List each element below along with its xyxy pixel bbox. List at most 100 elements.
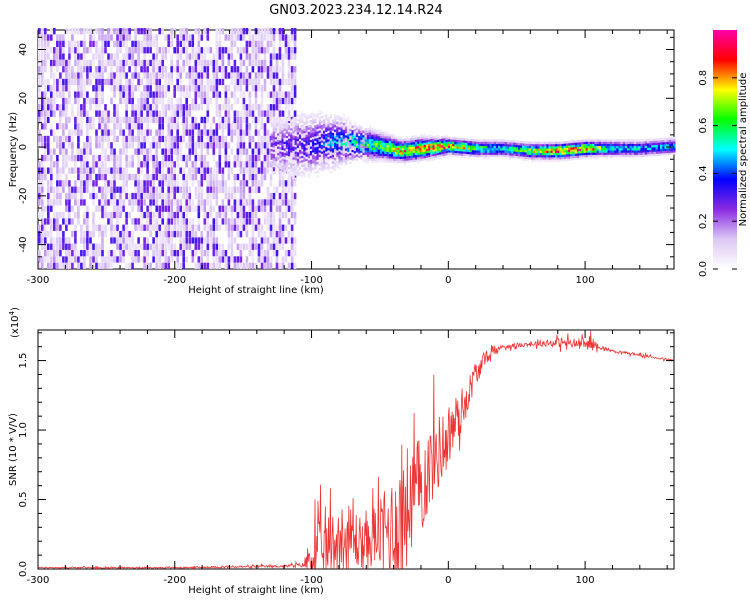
spectrogram-cell xyxy=(179,110,182,117)
spectrogram-cell xyxy=(583,139,586,142)
spectrogram-cell xyxy=(651,149,654,152)
spectrogram-cell xyxy=(227,243,231,250)
spectrogram-cell xyxy=(325,149,328,152)
spectrogram-cell xyxy=(296,147,300,150)
spectrogram-cell xyxy=(275,104,279,111)
spectrogram-cell xyxy=(272,136,275,139)
spectrogram-cell xyxy=(294,118,297,121)
spectrogram-cell xyxy=(113,154,116,162)
spectrogram-cell xyxy=(272,158,275,161)
spectrogram-cell xyxy=(116,59,119,67)
spectrogram-cell xyxy=(478,141,481,144)
spectrogram-cell xyxy=(485,150,488,153)
spectrogram-cell xyxy=(83,104,86,111)
spectrogram-cell xyxy=(579,142,582,145)
spectrogram-cell xyxy=(281,127,284,131)
spectrogram-cell xyxy=(134,59,137,67)
spectrogram-cell xyxy=(272,224,276,231)
spectrogram-cell xyxy=(336,150,339,153)
spectrogram-cell xyxy=(288,129,291,133)
x-tick-label: 100 xyxy=(576,275,595,286)
spectrogram-cell xyxy=(167,192,170,200)
spectrogram-cell xyxy=(498,152,501,155)
spectrogram-cell xyxy=(251,243,255,250)
spectrogram-cell xyxy=(301,142,304,145)
spectrogram-cell xyxy=(50,97,53,105)
spectrogram-cell xyxy=(65,256,68,263)
spectrogram-cell xyxy=(218,91,222,98)
spectrogram-cell xyxy=(279,166,282,170)
spectrogram-cell xyxy=(342,118,345,121)
spectrogram-cell xyxy=(191,116,195,124)
spectrogram-cell xyxy=(230,218,234,225)
spectrogram-cell xyxy=(284,256,288,263)
spectrogram-cell xyxy=(230,167,234,174)
spectrogram-cell xyxy=(384,151,387,154)
spectrogram-cell xyxy=(143,116,146,124)
spectrogram-cell xyxy=(520,149,523,152)
spectrogram-cell xyxy=(290,156,293,160)
spectrogram-cell xyxy=(303,172,306,175)
spectrogram-cell xyxy=(170,231,173,238)
spectrogram-cell xyxy=(104,66,107,73)
spectrogram-cell xyxy=(98,97,101,105)
spectrogram-cell xyxy=(41,104,44,111)
spectrogram-cell xyxy=(344,141,348,145)
spectrogram-cell xyxy=(269,116,273,124)
spectrogram-cell xyxy=(197,192,201,200)
spectrogram-cell xyxy=(254,224,258,231)
spectrogram-cell xyxy=(62,40,65,47)
spectrogram-cell xyxy=(460,144,464,147)
spectrogram-cell xyxy=(340,148,343,151)
spectrogram-cell xyxy=(671,139,674,142)
spectrogram-cell xyxy=(552,159,556,162)
spectrogram-cell xyxy=(601,148,604,151)
spectrogram-cell xyxy=(110,237,113,244)
spectrogram-cell xyxy=(74,97,77,105)
spectrogram-cell xyxy=(266,66,270,73)
spectrogram-cell xyxy=(254,53,258,60)
spectrogram-cell xyxy=(375,160,378,163)
spectrogram-cell xyxy=(533,150,536,153)
spectrogram-cell xyxy=(56,224,59,231)
spectrogram-cell xyxy=(277,148,280,151)
spectrogram-cell xyxy=(293,97,297,105)
spectrogram-cell xyxy=(323,147,326,151)
spectrogram-cell xyxy=(598,148,602,151)
spectrogram-cell xyxy=(290,158,293,162)
spectrogram-cell xyxy=(272,243,276,250)
spectrogram-cell xyxy=(649,138,652,142)
spectrogram-cell xyxy=(515,140,518,143)
spectrogram-cell xyxy=(463,138,466,141)
spectrogram-cell xyxy=(224,135,228,143)
spectrogram-cell xyxy=(629,154,632,158)
spectrogram-cell xyxy=(270,146,273,150)
spectrogram-cell xyxy=(369,156,372,159)
spectrogram-cell xyxy=(125,211,128,219)
spectrogram-cell xyxy=(515,155,518,159)
spectrogram-cell xyxy=(269,199,273,206)
spectrogram-cell xyxy=(270,140,273,143)
spectrogram-cell xyxy=(131,237,134,244)
spectrogram-cell xyxy=(293,78,297,86)
spectrogram-cell xyxy=(152,116,155,124)
spectrogram-cell xyxy=(233,59,237,67)
spectrogram-cell xyxy=(230,224,234,231)
spectrogram-cell xyxy=(146,104,149,111)
spectrogram-cell xyxy=(263,123,267,130)
spectrogram-cell xyxy=(101,110,104,117)
spectrogram-cell xyxy=(110,262,113,269)
spectrogram-cell xyxy=(50,47,53,54)
spectrogram-cell xyxy=(191,148,195,155)
spectrogram-cell xyxy=(653,151,656,154)
spectrogram-cell xyxy=(288,134,291,137)
spectrogram-cell xyxy=(134,34,137,41)
spectrogram-cell xyxy=(274,161,278,164)
spectrogram-cell xyxy=(176,148,179,155)
spectrogram-cell xyxy=(539,146,542,149)
spectrogram-cell xyxy=(318,117,321,120)
spectrogram-cell xyxy=(393,156,396,159)
spectrogram-cell xyxy=(134,250,137,257)
spectrogram-cell xyxy=(292,130,295,134)
